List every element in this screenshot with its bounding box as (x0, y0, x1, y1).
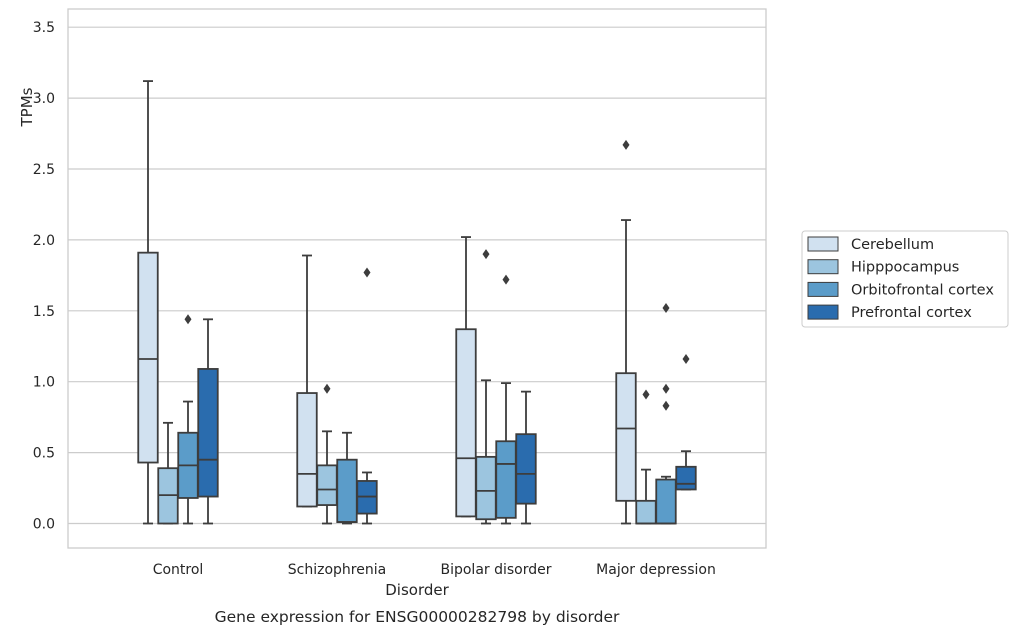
plot-area (137, 80, 697, 525)
legend-entry: Cerebellum (851, 237, 934, 253)
outlier-marker (682, 354, 690, 365)
y-axis-label: TPMs (18, 87, 36, 127)
outlier-marker (502, 274, 510, 285)
legend-entry: Orbitofrontal cortex (851, 282, 994, 298)
outlier-marker (662, 302, 670, 313)
legend-entry: Prefrontal cortex (851, 305, 972, 321)
legend-swatch (807, 259, 839, 275)
box-element (455, 236, 477, 518)
legend-swatch (807, 236, 839, 252)
x-tick-label: Schizophrenia (288, 562, 386, 578)
box-iqr (316, 464, 338, 506)
outlier-marker (363, 267, 371, 278)
box-element (675, 354, 697, 491)
box-iqr (296, 392, 318, 508)
outlier-marker (622, 139, 630, 150)
box-iqr (495, 440, 517, 519)
y-tick-label: 0.0 (33, 517, 55, 533)
box-element (655, 302, 677, 525)
box-element (475, 249, 497, 525)
series-cerebellum (137, 80, 637, 525)
y-tick-label: 3.5 (33, 20, 55, 36)
legend-swatch (807, 281, 839, 297)
box-iqr (675, 465, 697, 491)
legend-frame (801, 230, 1009, 328)
legend: Cerebellum Hipppocampus Orbitofrontal cort… (801, 230, 1009, 328)
x-tick-label: Control (153, 562, 204, 578)
box-element (197, 318, 219, 525)
y-tick-label: 2.0 (33, 233, 55, 249)
outlier-marker (642, 389, 650, 400)
legend-swatch (807, 304, 839, 320)
box-element (316, 383, 338, 525)
outlier-marker (662, 383, 670, 394)
y-tick-labels: 0.0 0.5 1.0 1.5 2.0 2.5 3.0 3.5 (33, 20, 55, 532)
x-tick-label: Major depression (596, 562, 716, 578)
box-element (296, 254, 318, 508)
plot-frame (67, 8, 767, 549)
legend-entry: Hipppocampus (851, 260, 959, 276)
x-axis-label: Disorder (385, 581, 449, 599)
outlier-marker (482, 249, 490, 260)
box-element (515, 390, 537, 525)
box-iqr (455, 328, 477, 518)
box-element (615, 139, 637, 525)
box-iqr (655, 478, 677, 525)
box-iqr (635, 499, 657, 525)
y-tick-label: 3.0 (33, 91, 55, 107)
outlier-marker (184, 314, 192, 325)
box-element (495, 274, 517, 525)
x-tick-label: Bipolar disorder (440, 562, 551, 578)
outlier-marker (323, 383, 331, 394)
box-iqr (515, 433, 537, 505)
box-element (356, 267, 378, 525)
x-tick-labels: Control Schizophrenia Bipolar disorder Majo… (153, 562, 716, 578)
outlier-marker (662, 400, 670, 411)
box-iqr (197, 368, 219, 498)
box-iqr (615, 372, 637, 502)
box-iqr (137, 251, 159, 464)
series-prefrontal-cortex (197, 267, 697, 525)
y-tick-label: 1.5 (33, 304, 55, 320)
y-tick-label: 1.0 (33, 375, 55, 391)
box-element (635, 389, 657, 525)
y-tick-label: 2.5 (33, 162, 55, 178)
chart-caption: Gene expression for ENSG00000282798 by d… (215, 608, 620, 626)
series-orbitofrontal-cortex (177, 274, 677, 525)
box-iqr (336, 458, 358, 523)
box-iqr (475, 455, 497, 521)
box-element (137, 80, 159, 525)
y-tick-label: 0.5 (33, 446, 55, 462)
series-hipppocampus (157, 249, 657, 525)
